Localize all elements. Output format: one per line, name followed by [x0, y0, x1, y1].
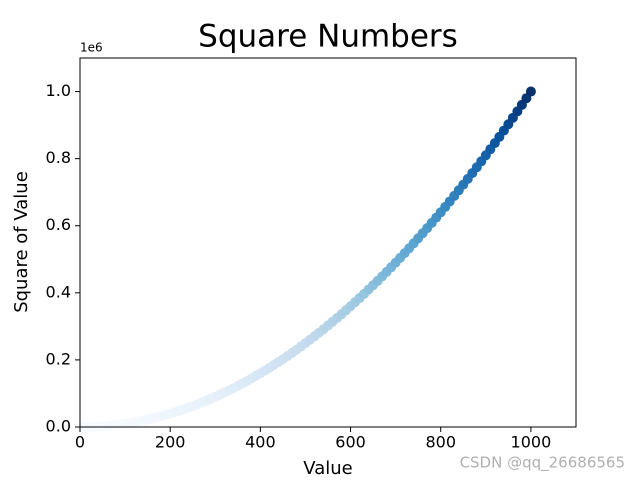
y-tick-label: 0.8: [46, 148, 71, 167]
point: [525, 86, 536, 97]
y-tick-label: 0.4: [46, 282, 71, 301]
x-tick-label: 400: [245, 433, 276, 452]
chart-title: Square Numbers: [198, 19, 458, 55]
x-axis-label: Value: [303, 458, 352, 479]
x-tick-label: 0: [75, 433, 85, 452]
x-tick-label: 1000: [511, 433, 552, 452]
watermark: CSDN @qq_26686565: [460, 454, 625, 473]
plot-frame: [79, 57, 577, 428]
x-tick-label: 800: [425, 433, 456, 452]
y-tick-label: 1.0: [46, 81, 71, 100]
y-tick-label: 0.0: [46, 417, 71, 436]
x-tick-label: 200: [155, 433, 186, 452]
offset-label: 1e6: [80, 41, 103, 55]
y-axis-label: Square of Value: [11, 171, 32, 313]
y-tick-label: 0.2: [46, 349, 71, 368]
x-tick-label: 600: [335, 433, 366, 452]
y-tick-label: 0.6: [46, 215, 71, 234]
